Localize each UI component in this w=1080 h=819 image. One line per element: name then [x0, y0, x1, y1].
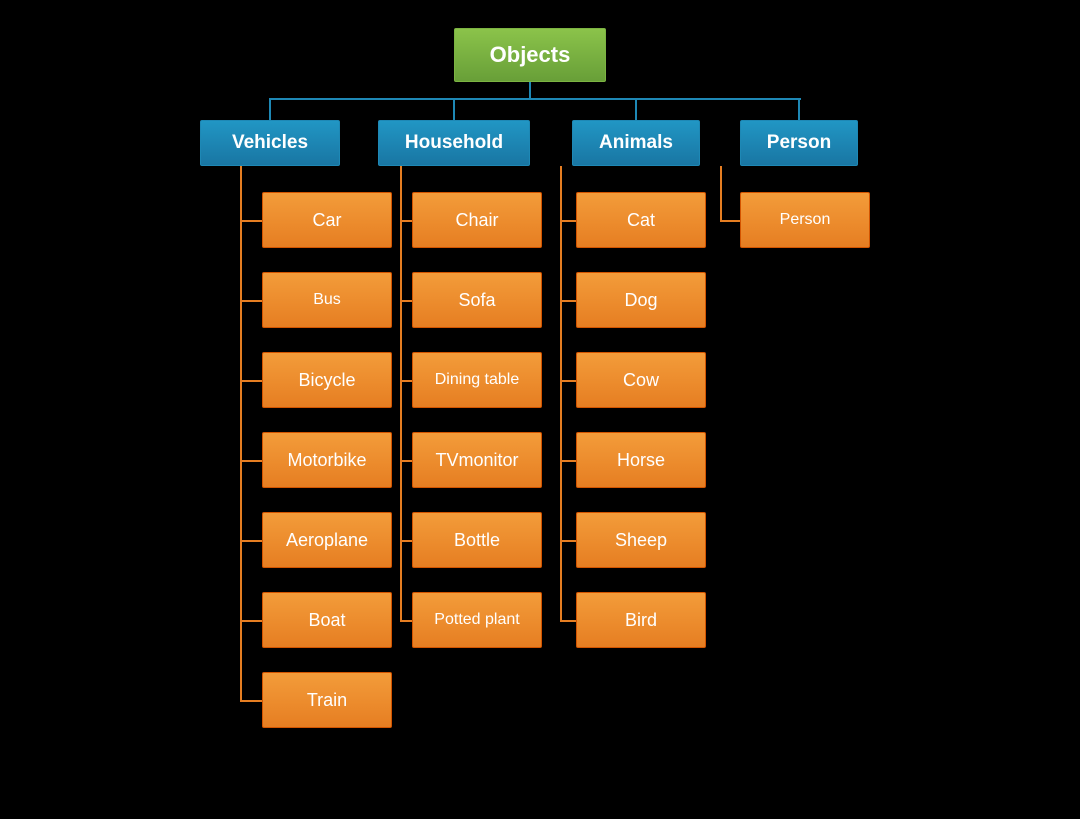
connector-line — [270, 98, 801, 100]
connector-line — [560, 300, 576, 302]
connector-line — [560, 380, 576, 382]
leaf-vehicles-5: Boat — [262, 592, 392, 648]
leaf-vehicles-6: Train — [262, 672, 392, 728]
leaf-animals-1: Dog — [576, 272, 706, 328]
connector-line — [798, 98, 800, 120]
leaf-vehicles-4: Aeroplane — [262, 512, 392, 568]
connector-line — [400, 540, 412, 542]
root-node: Objects — [454, 28, 606, 82]
connector-line — [240, 460, 262, 462]
connector-line — [529, 82, 531, 98]
connector-line — [560, 220, 576, 222]
category-person: Person — [740, 120, 858, 166]
leaf-animals-2: Cow — [576, 352, 706, 408]
leaf-animals-5: Bird — [576, 592, 706, 648]
connector-line — [240, 380, 262, 382]
connector-line — [635, 98, 637, 120]
connector-line — [269, 98, 271, 120]
leaf-vehicles-0: Car — [262, 192, 392, 248]
connector-line — [240, 700, 262, 702]
connector-line — [400, 620, 412, 622]
connector-line — [560, 540, 576, 542]
connector-line — [240, 540, 262, 542]
leaf-vehicles-2: Bicycle — [262, 352, 392, 408]
connector-line — [240, 620, 262, 622]
connector-line — [560, 166, 562, 621]
leaf-household-2: Dining table — [412, 352, 542, 408]
leaf-animals-0: Cat — [576, 192, 706, 248]
leaf-animals-4: Sheep — [576, 512, 706, 568]
connector-line — [240, 300, 262, 302]
connector-line — [400, 220, 412, 222]
leaf-household-1: Sofa — [412, 272, 542, 328]
connector-line — [400, 300, 412, 302]
leaf-household-3: TVmonitor — [412, 432, 542, 488]
leaf-animals-3: Horse — [576, 432, 706, 488]
connector-line — [453, 98, 455, 120]
leaf-household-0: Chair — [412, 192, 542, 248]
category-household: Household — [378, 120, 530, 166]
connector-line — [400, 460, 412, 462]
leaf-household-4: Bottle — [412, 512, 542, 568]
connector-line — [720, 220, 740, 222]
connector-line — [400, 380, 412, 382]
connector-line — [720, 166, 722, 221]
connector-line — [560, 460, 576, 462]
leaf-vehicles-3: Motorbike — [262, 432, 392, 488]
leaf-household-5: Potted plant — [412, 592, 542, 648]
leaf-vehicles-1: Bus — [262, 272, 392, 328]
category-animals: Animals — [572, 120, 700, 166]
leaf-person-0: Person — [740, 192, 870, 248]
connector-line — [560, 620, 576, 622]
category-vehicles: Vehicles — [200, 120, 340, 166]
connector-line — [240, 220, 262, 222]
connector-line — [400, 166, 402, 621]
